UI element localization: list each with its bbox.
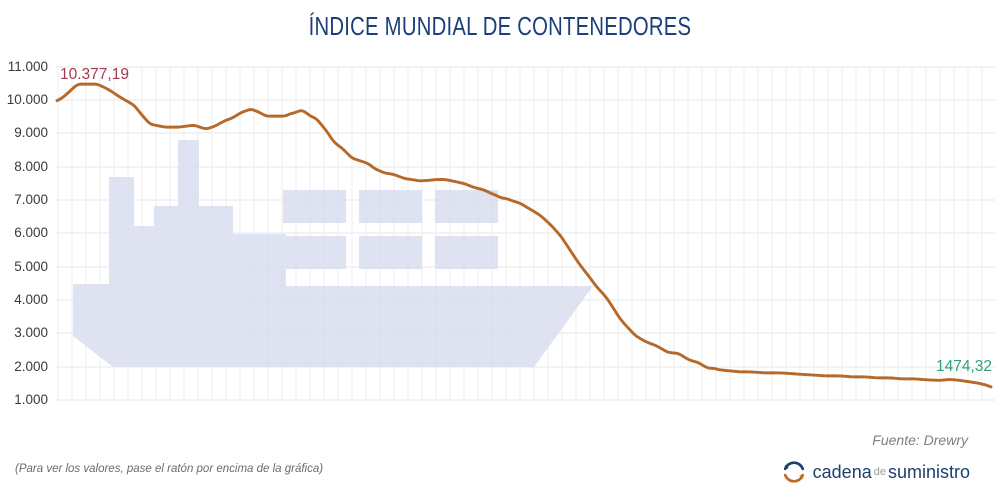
svg-text:1474,32: 1474,32 bbox=[936, 358, 992, 375]
svg-text:2.000: 2.000 bbox=[14, 359, 48, 374]
svg-text:4.000: 4.000 bbox=[14, 292, 48, 307]
svg-text:10.377,19: 10.377,19 bbox=[60, 66, 129, 83]
svg-text:10.000: 10.000 bbox=[7, 92, 48, 107]
svg-text:3.000: 3.000 bbox=[14, 325, 48, 340]
svg-text:8.000: 8.000 bbox=[14, 159, 48, 174]
svg-text:9.000: 9.000 bbox=[14, 125, 48, 140]
svg-text:7.000: 7.000 bbox=[14, 192, 48, 207]
svg-text:1.000: 1.000 bbox=[14, 392, 48, 407]
svg-text:6.000: 6.000 bbox=[14, 225, 48, 240]
svg-text:5.000: 5.000 bbox=[14, 259, 48, 274]
svg-text:11.000: 11.000 bbox=[8, 59, 48, 74]
